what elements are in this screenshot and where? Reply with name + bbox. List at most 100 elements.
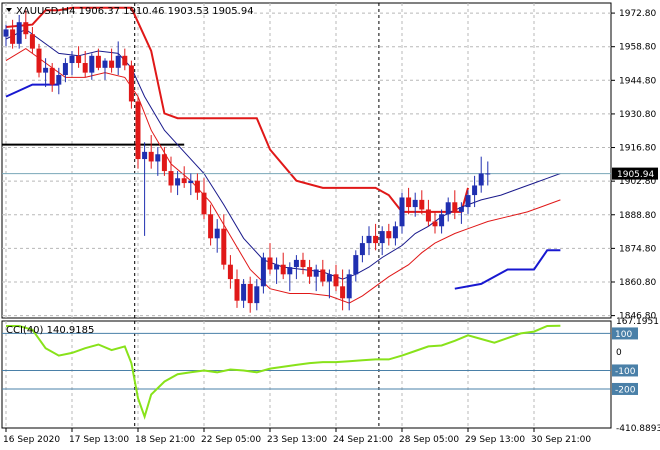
bearish-candle[interactable] — [386, 231, 392, 239]
bullish-candle[interactable] — [155, 154, 161, 162]
bullish-candle[interactable] — [274, 264, 280, 270]
bearish-candle[interactable] — [181, 178, 187, 184]
bullish-candle[interactable] — [287, 267, 293, 275]
bullish-candle[interactable] — [175, 178, 181, 186]
bullish-candle[interactable] — [445, 202, 451, 215]
bearish-candle[interactable] — [10, 29, 16, 44]
bullish-candle[interactable] — [241, 283, 247, 301]
bearish-candle[interactable] — [419, 199, 425, 210]
bullish-candle[interactable] — [392, 226, 398, 239]
bullish-candle[interactable] — [254, 286, 260, 304]
cci-level-tag — [612, 382, 638, 395]
bullish-candle[interactable] — [472, 185, 478, 196]
bearish-candle[interactable] — [432, 221, 438, 227]
price-tick-label: 1972.80 — [619, 9, 656, 19]
bullish-candle[interactable] — [115, 55, 121, 68]
symbol-header: XAUUSD,H4 1906.37 1910.46 1903.53 1905.9… — [16, 6, 254, 17]
price-tick-label: 1944.80 — [619, 76, 656, 86]
bearish-candle[interactable] — [425, 209, 431, 222]
bullish-candle[interactable] — [293, 259, 299, 268]
bullish-candle[interactable] — [326, 274, 332, 282]
bearish-candle[interactable] — [406, 197, 412, 208]
bearish-candle[interactable] — [221, 228, 227, 265]
price-tick-label: 1958.80 — [619, 43, 656, 53]
bullish-candle[interactable] — [89, 55, 95, 73]
bearish-candle[interactable] — [320, 269, 326, 282]
bullish-candle[interactable] — [3, 29, 9, 37]
bullish-candle[interactable] — [485, 173, 491, 175]
bullish-candle[interactable] — [188, 180, 194, 184]
bullish-candle[interactable] — [353, 255, 359, 275]
bearish-candle[interactable] — [128, 65, 134, 102]
bullish-candle[interactable] — [465, 195, 471, 208]
bullish-candle[interactable] — [16, 22, 22, 44]
bullish-candle[interactable] — [43, 67, 49, 73]
bullish-candle[interactable] — [260, 257, 266, 287]
bearish-candle[interactable] — [49, 67, 55, 85]
bullish-candle[interactable] — [412, 199, 418, 208]
bearish-candle[interactable] — [247, 283, 253, 304]
bearish-candle[interactable] — [36, 48, 42, 73]
bearish-candle[interactable] — [148, 151, 154, 162]
bearish-candle[interactable] — [23, 22, 29, 35]
bullish-candle[interactable] — [458, 207, 464, 212]
bearish-candle[interactable] — [161, 154, 167, 172]
cci-tick-label: -410.8893 — [616, 424, 660, 434]
bullish-candle[interactable] — [102, 60, 108, 68]
bearish-candle[interactable] — [452, 202, 458, 212]
bearish-candle[interactable] — [280, 264, 286, 275]
bullish-candle[interactable] — [366, 235, 372, 244]
bearish-candle[interactable] — [82, 63, 88, 73]
bullish-candle[interactable] — [69, 55, 75, 64]
bearish-candle[interactable] — [340, 286, 346, 299]
bearish-candle[interactable] — [76, 55, 82, 64]
bullish-candle[interactable] — [359, 243, 365, 256]
current-price-tag — [612, 167, 658, 180]
bearish-candle[interactable] — [307, 267, 313, 277]
collapse-triangle-icon[interactable] — [6, 8, 12, 12]
axes: 1972.80 1958.80 1944.80 1930.80 1916.80 1902.… — [3, 9, 660, 445]
cci-level-tag — [612, 327, 638, 340]
time-tick-label: 24 Sep 21:00 — [333, 435, 393, 445]
cci-level-label: 100 — [615, 330, 632, 340]
candles[interactable] — [3, 10, 491, 313]
blue-trailing-stop-line — [454, 249, 561, 290]
bullish-candle[interactable] — [439, 214, 445, 227]
cci-indicator[interactable] — [2, 324, 611, 420]
bearish-candle[interactable] — [29, 34, 35, 49]
bearish-candle[interactable] — [333, 274, 339, 287]
bearish-candle[interactable] — [208, 214, 214, 239]
bearish-candle[interactable] — [95, 55, 101, 68]
bullish-candle[interactable] — [346, 274, 352, 299]
bullish-candle[interactable] — [142, 151, 148, 160]
bullish-candle[interactable] — [379, 231, 385, 244]
bearish-candle[interactable] — [373, 235, 379, 244]
price-tick-label: 1846.80 — [619, 312, 656, 322]
time-tick-label: 18 Sep 21:00 — [135, 435, 195, 445]
bearish-candle[interactable] — [234, 279, 240, 301]
bearish-candle[interactable] — [201, 192, 207, 215]
bearish-candle[interactable] — [194, 180, 200, 193]
bullish-candle[interactable] — [478, 173, 484, 186]
bullish-candle[interactable] — [62, 63, 68, 76]
bearish-candle[interactable] — [122, 55, 128, 66]
bearish-candle[interactable] — [109, 60, 115, 68]
time-tick-label: 17 Sep 13:00 — [69, 435, 129, 445]
bullish-candle[interactable] — [56, 75, 62, 85]
bullish-candle[interactable] — [214, 228, 220, 239]
cci-level-tag — [612, 364, 638, 377]
bullish-candle[interactable] — [399, 197, 405, 227]
bearish-candle[interactable] — [300, 259, 306, 268]
cci-header: CCI(40) 140.9185 — [6, 325, 94, 336]
bearish-candle[interactable] — [168, 171, 174, 186]
time-tick-label: 16 Sep 2020 — [3, 435, 60, 445]
bullish-candle[interactable] — [313, 269, 319, 277]
price-tick-label: 1860.80 — [619, 278, 656, 288]
bearish-candle[interactable] — [135, 101, 141, 160]
price-tick-label: 1888.80 — [619, 211, 656, 221]
price-panel-frame — [1, 2, 612, 319]
bearish-candle[interactable] — [227, 264, 233, 280]
time-tick-label: 23 Sep 13:00 — [267, 435, 327, 445]
bearish-candle[interactable] — [267, 257, 273, 270]
